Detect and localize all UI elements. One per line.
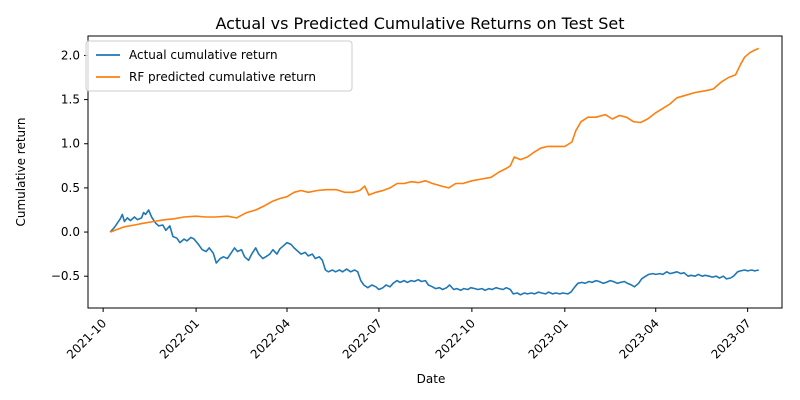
x-tick-label: 2021-10 [64, 316, 109, 361]
legend-box [85, 40, 353, 92]
chart-title: Actual vs Predicted Cumulative Returns o… [215, 14, 624, 33]
legend: Actual cumulative return RF predicted cu… [85, 40, 353, 92]
y-axis-label: Cumulative return [14, 118, 28, 227]
plot-frame [87, 35, 783, 309]
legend-predicted-label: RF predicted cumulative return [129, 70, 316, 84]
x-tick-label: 2022-10 [433, 316, 478, 361]
plot-lines [109, 47, 760, 296]
y-tick-label: 1.5 [61, 93, 80, 107]
series-line-0 [109, 209, 759, 296]
x-tick-label: 2023-07 [708, 316, 753, 361]
y-tick-label: −0.5 [51, 269, 80, 283]
x-tick-label: 2023-01 [526, 316, 571, 361]
series-line-1 [109, 47, 760, 233]
x-axis-ticks: 2021-10 2022-01 2022-04 2022-07 2022-10 2023-… [64, 308, 754, 362]
legend-actual-label: Actual cumulative return [129, 48, 278, 62]
x-axis-label: Date [417, 372, 446, 386]
x-tick-label: 2022-04 [248, 316, 293, 361]
y-tick-label: 1.0 [61, 137, 80, 151]
x-tick-label: 2022-07 [340, 316, 385, 361]
x-tick-label: 2022-01 [157, 316, 202, 361]
x-tick-label: 2023-04 [616, 316, 661, 361]
y-tick-label: 2.0 [61, 48, 80, 62]
y-axis-ticks: −0.5 0.0 0.5 1.0 1.5 2.0 [51, 48, 88, 283]
y-tick-label: 0.0 [61, 225, 80, 239]
y-tick-label: 0.5 [61, 181, 80, 195]
